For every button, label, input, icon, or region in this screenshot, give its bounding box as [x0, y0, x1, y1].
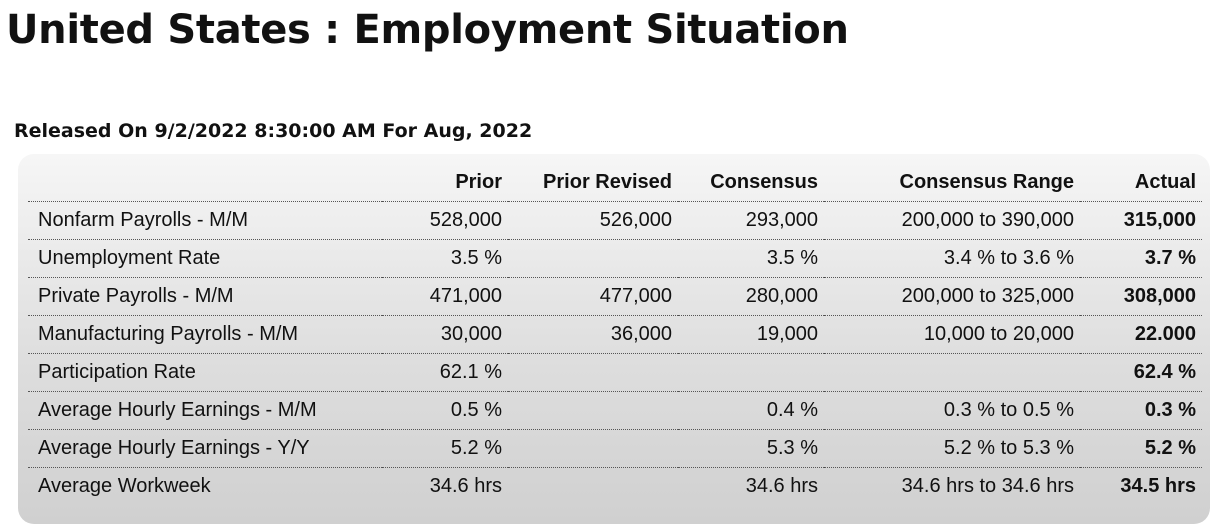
cell-prior: 471,000: [382, 277, 508, 316]
cell-consensus-range: 5.2 % to 5.3 %: [824, 429, 1080, 468]
cell-actual: 5.2 %: [1080, 429, 1202, 468]
cell-consensus-range: 200,000 to 325,000: [824, 277, 1080, 316]
column-header-consensus: Consensus: [678, 164, 824, 202]
cell-prior: 30,000: [382, 315, 508, 354]
cell-actual: 34.5 hrs: [1120, 475, 1196, 497]
indicator-name: Nonfarm Payrolls - M/M: [28, 201, 382, 240]
cell-actual: 62.4 %: [1080, 353, 1202, 392]
cell-prior: 62.1 %: [382, 353, 508, 392]
cell-prior-revised: [508, 391, 678, 430]
table-row: Participation Rate 62.1 % 62.4 %: [28, 353, 1202, 392]
cell-consensus: 293,000: [678, 201, 824, 240]
indicator-name: Manufacturing Payrolls - M/M: [28, 315, 382, 354]
column-header-prior: Prior: [382, 164, 508, 202]
cell-prior: 528,000: [382, 201, 508, 240]
cell-consensus-range: 34.6 hrs to 34.6 hrs: [901, 475, 1074, 497]
column-header-consensus-range: Consensus Range: [824, 164, 1080, 202]
table-row: Average Workweek 34.6 hrs 34.6 hrs 34.6 hrs…: [28, 468, 1202, 506]
cell-consensus: 280,000: [678, 277, 824, 316]
cell-consensus-range: 3.4 % to 3.6 %: [824, 239, 1080, 278]
table-row: Average Hourly Earnings - M/M 0.5 % 0.4 % 0…: [28, 391, 1202, 430]
cell-consensus: 3.5 %: [678, 239, 824, 278]
column-header-actual: Actual: [1080, 164, 1202, 202]
cell-consensus-range: 0.3 % to 0.5 %: [824, 391, 1080, 430]
cell-consensus: 0.4 %: [678, 391, 824, 430]
cell-prior: 5.2 %: [382, 429, 508, 468]
table-body: Nonfarm Payrolls - M/M 528,000 526,000 293,…: [28, 201, 1202, 506]
cell-actual: 0.3 %: [1080, 391, 1202, 430]
cell-prior: 3.5 %: [382, 239, 508, 278]
indicator-name: Participation Rate: [28, 353, 382, 392]
table-row: Private Payrolls - M/M 471,000 477,000 280,…: [28, 277, 1202, 316]
cell-consensus: [678, 353, 824, 392]
cell-consensus: 34.6 hrs: [745, 475, 818, 497]
cell-prior: 34.6 hrs: [429, 475, 502, 497]
table-row: Average Hourly Earnings - Y/Y 5.2 % 5.3 % 5…: [28, 429, 1202, 468]
indicator-name: Unemployment Rate: [28, 239, 382, 278]
table-header: Prior Prior Revised Consensus Consensus Ran…: [28, 164, 1202, 202]
cell-consensus-range: 10,000 to 20,000: [824, 315, 1080, 354]
cell-consensus-range: 200,000 to 390,000: [824, 201, 1080, 240]
employment-table: Prior Prior Revised Consensus Consensus Ran…: [28, 164, 1202, 505]
cell-consensus: 19,000: [678, 315, 824, 354]
cell-prior: 0.5 %: [382, 391, 508, 430]
cell-consensus-range: [824, 353, 1080, 392]
cell-prior-revised: 526,000: [508, 201, 678, 240]
table-row: Nonfarm Payrolls - M/M 528,000 526,000 293,…: [28, 201, 1202, 240]
cell-actual: 315,000: [1080, 201, 1202, 240]
cell-prior-revised: [508, 239, 678, 278]
table-row: Manufacturing Payrolls - M/M 30,000 36,000…: [28, 315, 1202, 354]
table-row: Unemployment Rate 3.5 % 3.5 % 3.4 % to 3.6 …: [28, 239, 1202, 278]
cell-consensus: 5.3 %: [678, 429, 824, 468]
data-panel: Prior Prior Revised Consensus Consensus Ran…: [18, 154, 1210, 524]
cell-prior-revised: [508, 429, 678, 468]
page-title: United States : Employment Situation: [6, 7, 849, 53]
cell-actual: 308,000: [1080, 277, 1202, 316]
cell-prior-revised: [508, 468, 678, 506]
indicator-name: Private Payrolls - M/M: [28, 277, 382, 316]
cell-prior-revised: 36,000: [508, 315, 678, 354]
indicator-name: Average Hourly Earnings - M/M: [28, 391, 382, 430]
column-header-prior-revised: Prior Revised: [508, 164, 678, 202]
release-info: Released On 9/2/2022 8:30:00 AM For Aug,…: [14, 120, 533, 142]
cell-prior-revised: [508, 353, 678, 392]
cell-prior-revised: 477,000: [508, 277, 678, 316]
cell-actual: 3.7 %: [1080, 239, 1202, 278]
indicator-name: Average Workweek: [38, 475, 211, 497]
indicator-name: Average Hourly Earnings - Y/Y: [28, 429, 382, 468]
column-header-indicator: [28, 164, 382, 202]
header-row: Prior Prior Revised Consensus Consensus Ran…: [28, 164, 1202, 202]
cell-actual: 22.000: [1080, 315, 1202, 354]
